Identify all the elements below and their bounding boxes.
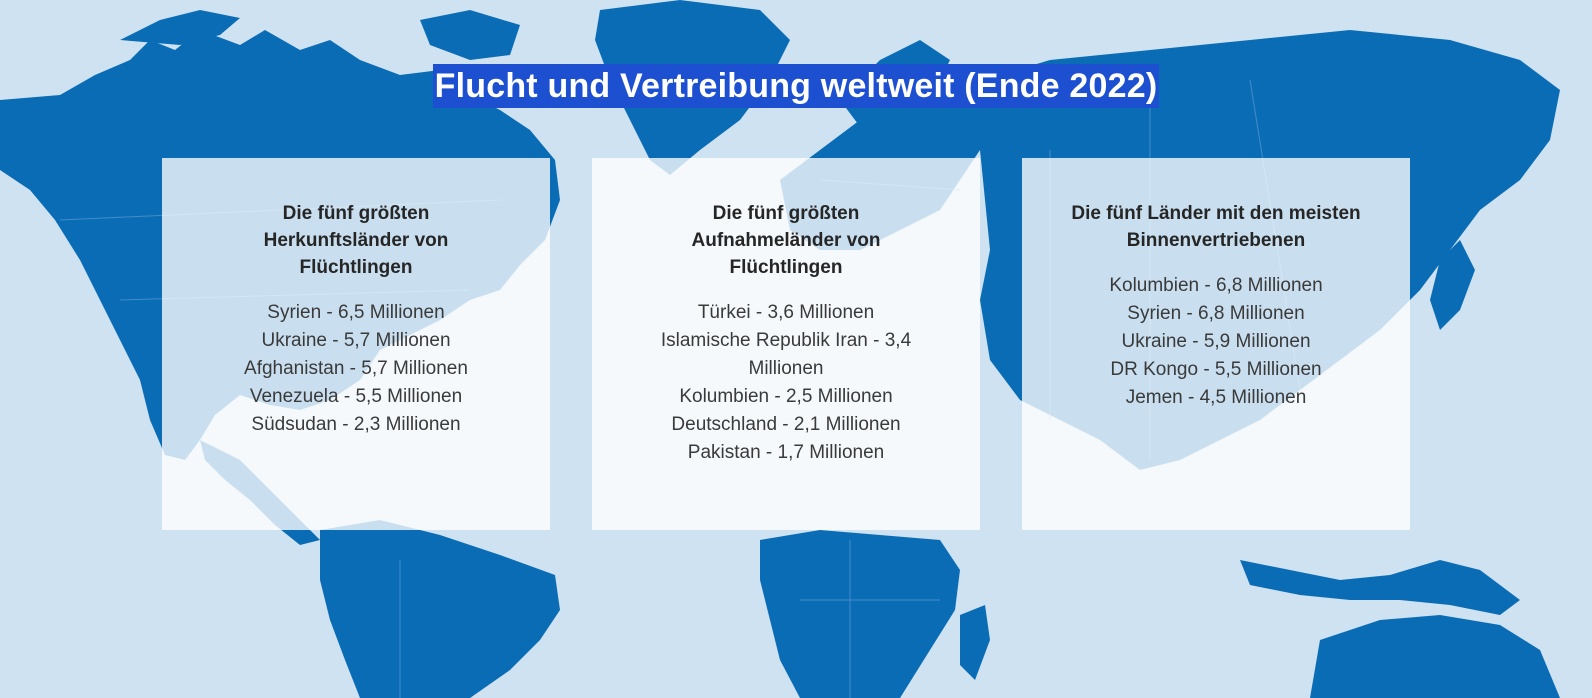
card-heading: Die fünf Länder mit den meisten Binnenve… (1071, 203, 1361, 251)
list-item: Kolumbien - 2,5 Millionen (679, 386, 893, 407)
list-item: Venezuela - 5,5 Millionen (249, 386, 463, 407)
landmass-madagascar (960, 605, 990, 680)
country-list: Türkei - 3,6 Millionen Islamische Republ… (614, 299, 958, 467)
landmass-south-america (320, 520, 560, 698)
list-item: Syrien - 6,8 Millionen (1127, 303, 1305, 324)
list-item: DR Kongo - 5,5 Millionen (1110, 359, 1322, 380)
card-heading: Die fünf größten Aufnahmeländer von Flüc… (691, 203, 881, 278)
list-item: Ukraine - 5,7 Millionen (261, 330, 451, 351)
landmass-baffin (420, 10, 520, 60)
landmass-japan (1430, 240, 1475, 330)
list-item: Jemen - 4,5 Millionen (1125, 387, 1307, 408)
list-item: Syrien - 6,5 Millionen (267, 302, 445, 323)
country-list: Kolumbien - 6,8 Millionen Syrien - 6,8 M… (1044, 272, 1388, 412)
landmass-indonesia (1240, 560, 1520, 615)
page-title: Flucht und Vertreibung weltweit (Ende 20… (432, 64, 1160, 108)
landmass-australia (1310, 615, 1560, 698)
title-wrapper: Flucht und Vertreibung weltweit (Ende 20… (0, 64, 1592, 108)
list-item: Ukraine - 5,9 Millionen (1121, 331, 1311, 352)
card-heading: Die fünf größten Herkunftsländer von Flü… (263, 203, 449, 278)
list-item: Pakistan - 1,7 Millionen (687, 442, 885, 463)
list-item: Deutschland - 2,1 Millionen (671, 414, 901, 435)
list-item: Südsudan - 2,3 Millionen (251, 414, 461, 435)
landmass-arctic-islands (120, 10, 240, 45)
list-item: Islamische Republik Iran - 3,4 Millionen (660, 330, 912, 379)
card-internally-displaced: Die fünf Länder mit den meisten Binnenve… (1022, 158, 1410, 530)
card-origin-countries: Die fünf größten Herkunftsländer von Flü… (162, 158, 550, 530)
country-list: Syrien - 6,5 Millionen Ukraine - 5,7 Mil… (184, 299, 528, 439)
list-item: Afghanistan - 5,7 Millionen (244, 358, 468, 379)
list-item: Türkei - 3,6 Millionen (697, 302, 875, 323)
card-host-countries: Die fünf größten Aufnahmeländer von Flüc… (592, 158, 980, 530)
list-item: Kolumbien - 6,8 Millionen (1109, 275, 1323, 296)
landmass-africa (760, 530, 960, 698)
